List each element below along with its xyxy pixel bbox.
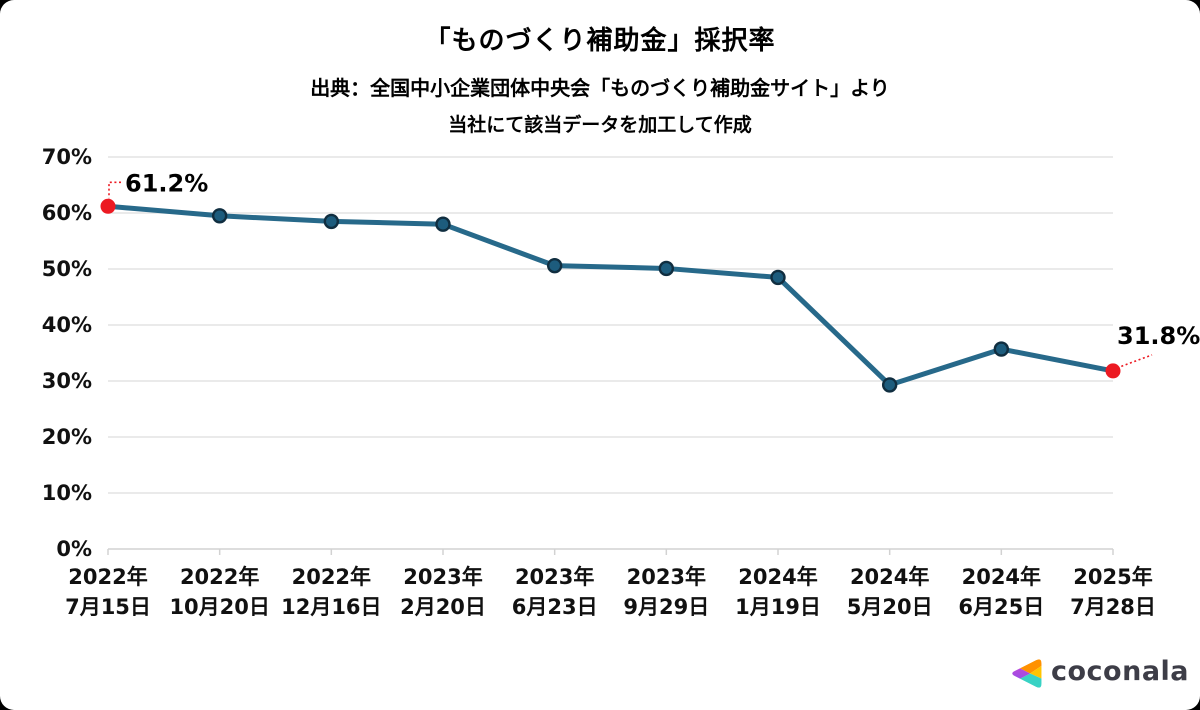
x-axis-label: 2023年 2月20日 bbox=[400, 565, 486, 619]
x-axis-label: 2023年 6月23日 bbox=[512, 565, 598, 619]
x-axis-label: 2023年 9月29日 bbox=[623, 565, 709, 619]
trend-line bbox=[105, 203, 1116, 388]
endpoint-marker bbox=[100, 198, 116, 214]
coconala-logo-text: coconala bbox=[1051, 656, 1190, 687]
data-point-marker bbox=[770, 269, 786, 286]
x-axis-label: 2024年 1月19日 bbox=[735, 565, 821, 619]
x-axis-label: 2022年 7月15日 bbox=[65, 565, 151, 619]
source-attribution-line1: 出典：全国中小企業団体中央会「ものづくり補助金サイト」より bbox=[310, 76, 890, 100]
value-label: 61.2% bbox=[125, 169, 208, 197]
data-point-marker bbox=[546, 257, 563, 274]
y-axis-tick-label: 40% bbox=[42, 313, 92, 337]
y-axis-tick-label: 30% bbox=[42, 369, 92, 393]
y-axis-tick-label: 10% bbox=[42, 481, 92, 505]
x-axis-label: 2022年 10月20日 bbox=[169, 565, 269, 619]
x-axis-label: 2024年 5月20日 bbox=[847, 565, 933, 619]
x-axis-label: 2022年 12月16日 bbox=[281, 565, 381, 619]
coconala-logo-icon bbox=[1012, 659, 1042, 688]
data-point-marker bbox=[211, 208, 228, 224]
y-axis-tick-label: 20% bbox=[42, 425, 92, 449]
annotation-leader-line bbox=[1116, 354, 1153, 369]
value-label: 31.8% bbox=[1117, 322, 1200, 350]
y-axis-tick-label: 0% bbox=[56, 537, 92, 561]
y-axis-tick-label: 60% bbox=[42, 201, 92, 225]
y-axis-tick-label: 50% bbox=[42, 257, 92, 281]
logo-wedge-left bbox=[1012, 659, 1031, 688]
source-attribution-line2: 当社にて該当データを加工して作成 bbox=[448, 114, 752, 136]
y-axis-tick-label: 70% bbox=[42, 145, 92, 169]
data-point-marker bbox=[435, 216, 451, 232]
data-point-marker bbox=[658, 260, 675, 277]
data-point-marker bbox=[881, 377, 898, 393]
data-point-marker bbox=[993, 341, 1010, 357]
endpoint-marker bbox=[1105, 363, 1121, 379]
chart-title: 「ものづくり補助金」採択率 bbox=[424, 26, 776, 56]
data-point-marker bbox=[323, 213, 340, 230]
x-axis-label: 2024年 6月25日 bbox=[958, 565, 1044, 619]
annotation-leader-line bbox=[108, 181, 121, 199]
x-axis-label: 2025年 7月28日 bbox=[1070, 565, 1156, 619]
